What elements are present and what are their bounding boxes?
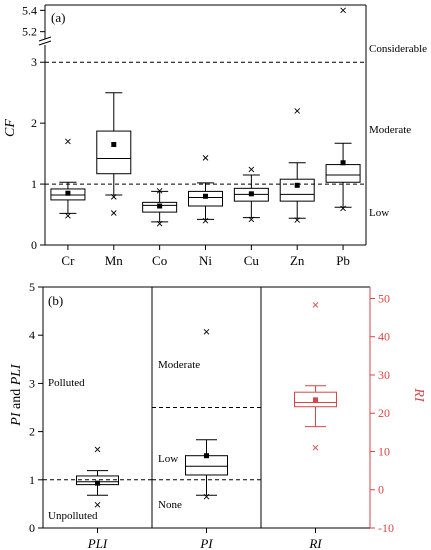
iqr-box [279,178,315,202]
outlier-marker [248,216,255,223]
x-tick-label: PLI [87,536,108,550]
right-y-tick-label: 20 [378,406,390,420]
box-pb [325,7,361,212]
left-y-tick-label: 0 [29,521,35,535]
box-mn [96,92,132,216]
box-pli [76,446,119,508]
outlier-marker [156,220,163,227]
right-y-tick-label: 10 [378,444,390,458]
left-y-label-pli: PLI [9,363,24,386]
left-y-tick-label: 3 [29,376,35,390]
right-y-tick-label: 0 [378,483,384,497]
iqr-box [96,130,132,175]
panel-b-right-y-axis-label: RI [411,387,426,403]
iqr-box [185,455,228,476]
mean-marker [95,480,100,486]
outlier-marker [110,210,117,216]
outlier-marker [248,166,255,173]
panel-a-y-axis-label: CF [3,119,18,137]
mean-marker [204,453,209,459]
panel-a: (a) CF Considerable Moderate Low 0 1 2 3 5.2… [3,3,427,268]
panel-b-left-y-axis-label: PI and PLI [9,363,24,427]
x-tick-label: Ni [199,253,212,268]
outlier-marker [202,217,209,224]
axis-break-mark [38,36,52,46]
outlier-marker [94,502,101,508]
outlier-marker [156,187,163,194]
left-y-tick-label: 1 [29,473,35,487]
left-y-tick-label: 2 [29,425,35,439]
x-tick-label: Pb [336,253,350,268]
box-zn [279,108,315,223]
x-tick-label: Cr [61,253,75,268]
x-tick-label: Mn [105,253,124,268]
box-ni [188,155,223,224]
left-y-label-pi: PI [9,411,24,427]
y-tick-label: 0 [31,238,37,252]
y-tick-label: 2 [31,116,37,130]
x-tick-label: PI [199,536,213,550]
mean-marker [65,190,71,196]
outlier-marker [312,444,319,451]
left-y-label-and: and [9,385,24,412]
outlier-marker [340,205,346,212]
x-tick-label: RI [308,536,322,550]
mean-marker [203,193,208,199]
outlier-marker [294,108,301,114]
outlier-marker [110,194,117,200]
zone-label-moderate: Moderate [369,124,411,136]
iqr-box [188,190,223,207]
zone-label-low: Low [369,207,389,219]
iqr-box [325,164,361,183]
mean-marker [248,191,254,197]
outlier-marker [294,217,301,223]
outlier-marker [202,155,209,161]
mean-marker [313,397,318,403]
iqr-box [294,391,337,408]
box-cu [233,166,269,223]
outlier-marker [203,493,210,500]
panel-b-label: (b) [48,293,63,308]
x-tick-label: Zn [290,253,305,268]
outlier-marker [340,7,346,14]
iqr-box [50,188,86,201]
zone-label-pi-low: Low [158,453,178,465]
y-tick-label: 5.2 [22,25,37,39]
right-y-tick-label: 50 [378,291,390,305]
box-ri [294,302,337,451]
mean-marker [340,160,346,166]
y-tick-label: 1 [31,177,37,191]
outlier-marker [203,329,210,335]
right-y-tick-label: -10 [378,521,394,535]
box-cr [50,138,86,219]
zone-label-pi-none: None [158,499,182,511]
mean-marker [157,203,163,209]
left-y-tick-label: 4 [29,328,35,342]
zone-label-pi-moderate: Moderate [158,359,200,371]
mean-marker [111,141,117,147]
box-pi [185,329,228,500]
x-tick-label: Co [152,253,167,268]
right-y-tick-label: 30 [378,368,390,382]
axis-break-gap [39,39,51,45]
iqr-box [142,201,178,213]
box-co [142,187,178,227]
x-tick-label: Cu [244,253,260,268]
mean-marker [294,182,300,188]
zone-label-considerable: Considerable [369,43,427,55]
left-y-tick-label: 5 [29,280,35,294]
zone-label-unpolluted: Unpolluted [48,510,98,522]
outlier-marker [94,446,101,453]
outlier-marker [65,212,71,219]
y-tick-label: 5.4 [22,3,37,17]
panel-a-label: (a) [51,10,65,25]
y-tick-label: 3 [31,55,37,69]
outlier-marker [312,302,319,308]
right-y-tick-label: 40 [378,330,390,344]
panel-b: (b) PI and PLI RI Polluted Unpolluted Mo… [9,280,426,550]
outlier-marker [65,138,71,145]
zone-label-polluted: Polluted [48,377,85,389]
